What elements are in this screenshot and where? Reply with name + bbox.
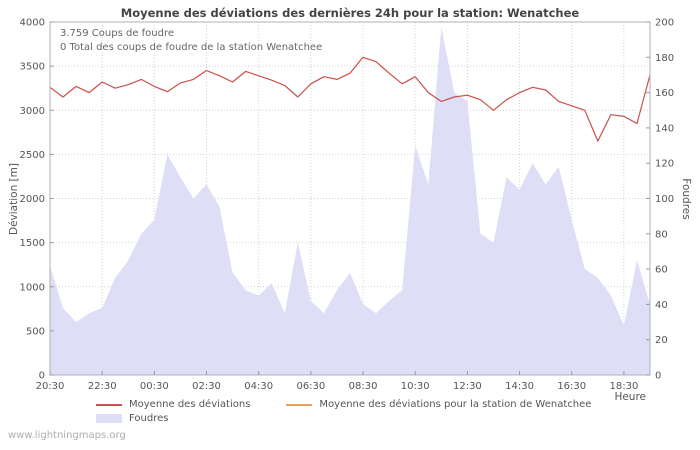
- legend-row-lines: Moyenne des déviations Moyenne des dévia…: [96, 399, 627, 410]
- svg-text:06:30: 06:30: [296, 381, 325, 392]
- svg-text:40: 40: [655, 300, 668, 311]
- y-axis-label-left: Déviation [m]: [8, 163, 20, 235]
- svg-text:140: 140: [655, 123, 674, 134]
- svg-text:08:30: 08:30: [349, 381, 378, 392]
- svg-text:100: 100: [655, 194, 674, 205]
- svg-text:12:30: 12:30: [453, 381, 482, 392]
- svg-text:200: 200: [655, 18, 674, 29]
- svg-text:0: 0: [655, 371, 661, 382]
- svg-text:180: 180: [655, 53, 674, 64]
- svg-text:16:30: 16:30: [557, 381, 586, 392]
- svg-text:80: 80: [655, 229, 668, 240]
- legend-line-sample-deviations: [96, 403, 122, 406]
- foudres-area-series: [50, 27, 650, 376]
- svg-text:160: 160: [655, 88, 674, 99]
- watermark-link[interactable]: www.lightningmaps.org: [8, 430, 126, 441]
- y-right-tick-labels: 0 20 40 60 80 100 120 140 160 180 200: [646, 18, 674, 382]
- y-left-tick-labels: 0 500 1000 1500 2000 2500 3000 3500 4000: [20, 18, 54, 382]
- legend-line-sample-station-deviations: [286, 403, 313, 406]
- svg-text:4000: 4000: [20, 18, 45, 29]
- svg-text:0: 0: [39, 371, 45, 382]
- svg-text:14:30: 14:30: [505, 381, 534, 392]
- chart-title: Moyenne des déviations des dernières 24h…: [120, 6, 580, 20]
- y-axis-label-right: Foudres: [680, 178, 692, 220]
- svg-text:1000: 1000: [20, 282, 45, 293]
- deviation-line-series: [49, 56, 651, 142]
- x-tick-labels: 20:30 22:30 00:30 02:30 04:30 06:30 08:30 10:30…: [36, 371, 638, 392]
- svg-text:18:30: 18:30: [609, 381, 638, 392]
- svg-text:22:30: 22:30: [88, 381, 117, 392]
- legend-label-deviations: Moyenne des déviations: [129, 399, 251, 410]
- svg-text:20: 20: [655, 335, 668, 346]
- strike-count-annotation: 3.759 Coups de foudre: [60, 28, 175, 39]
- svg-text:60: 60: [655, 265, 668, 276]
- svg-text:1500: 1500: [20, 238, 45, 249]
- legend-label-foudres: Foudres: [129, 413, 169, 424]
- x-axis-label: Heure: [614, 391, 646, 403]
- svg-text:120: 120: [655, 159, 674, 170]
- svg-text:04:30: 04:30: [244, 381, 273, 392]
- svg-text:2500: 2500: [20, 150, 45, 161]
- svg-text:3000: 3000: [20, 106, 45, 117]
- legend-row-area: Foudres: [96, 413, 204, 424]
- svg-text:00:30: 00:30: [140, 381, 169, 392]
- station-strike-count-annotation: 0 Total des coups de foudre de la statio…: [60, 42, 323, 53]
- svg-text:3500: 3500: [20, 62, 45, 73]
- legend-label-station-deviations: Moyenne des déviations pour la station d…: [319, 399, 592, 410]
- svg-text:10:30: 10:30: [401, 381, 430, 392]
- svg-text:500: 500: [26, 326, 45, 337]
- svg-text:2000: 2000: [20, 194, 45, 205]
- legend-area-swatch-foudres: [96, 414, 122, 423]
- svg-text:20:30: 20:30: [36, 381, 65, 392]
- svg-text:02:30: 02:30: [192, 381, 221, 392]
